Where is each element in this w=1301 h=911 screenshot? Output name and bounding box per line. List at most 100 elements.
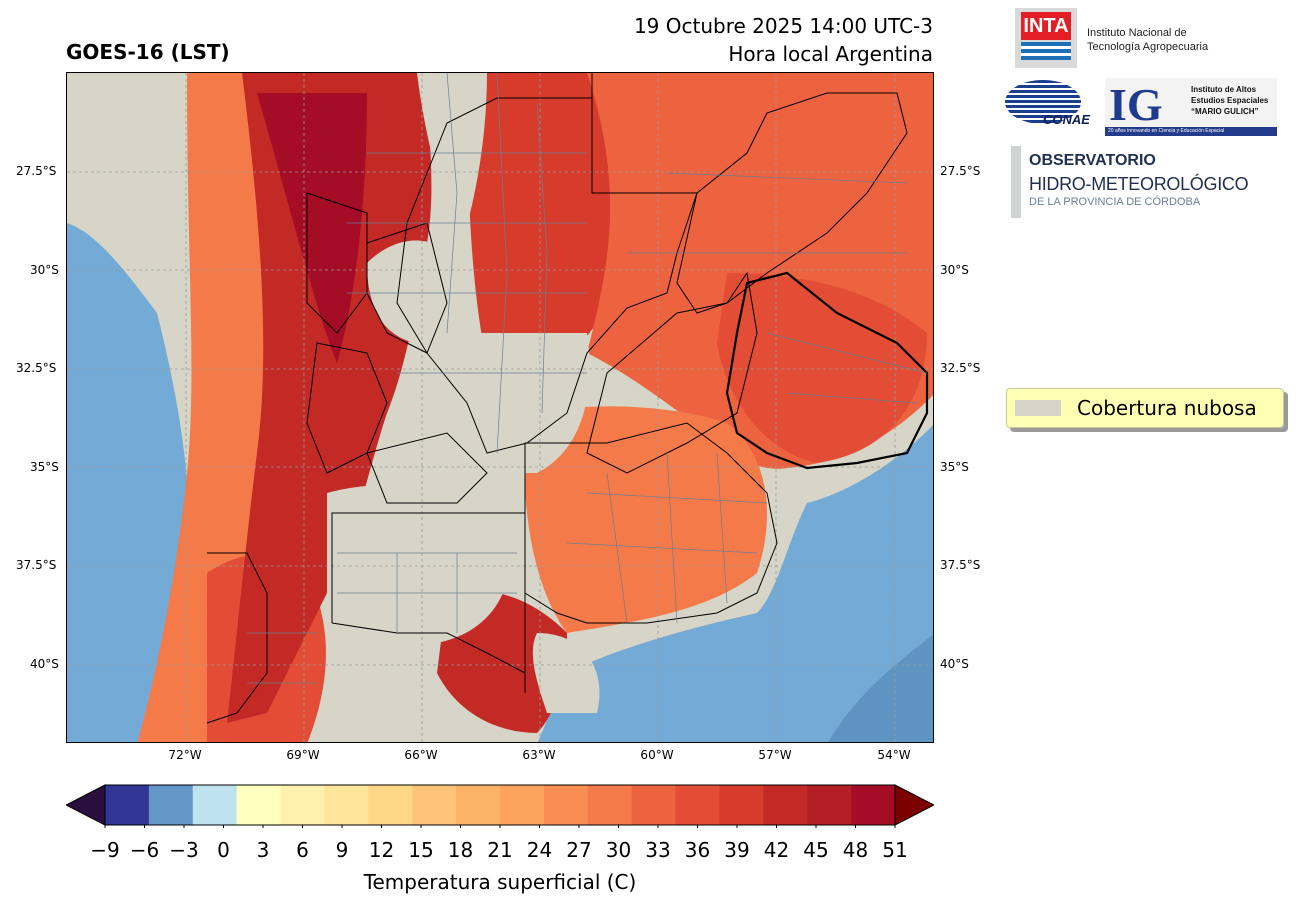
- ig-line: “MARIO GULICH”: [1191, 107, 1259, 116]
- colorbar-bin: [105, 785, 150, 825]
- pacific-ocean: [67, 223, 190, 742]
- lat-label: 37.5°S: [16, 558, 57, 572]
- conae-mark: CONAE: [1043, 112, 1090, 127]
- inta-line: Tecnología Agropecuaria: [1087, 41, 1209, 53]
- lon-label: 69°W: [286, 748, 320, 762]
- colorbar-bin: [280, 785, 325, 825]
- pampas-warm-zone: [524, 406, 767, 633]
- colorbar-bin: [587, 785, 633, 825]
- logo-area: INTA Instituto Nacional de Tecnología Ag…: [1005, 0, 1301, 230]
- colorbar-tick-label: 42: [763, 838, 790, 862]
- observatorio-line: OBSERVATORIO: [1029, 152, 1156, 169]
- cloud-patch: [420, 333, 590, 473]
- colorbar-tick-label: 12: [368, 838, 395, 862]
- ig-name: Instituto de Altos Estudios Espaciales “…: [1191, 84, 1268, 117]
- ig-mark: IG: [1109, 79, 1163, 130]
- colorbar-bin: [719, 785, 764, 825]
- colorbar-bin: [675, 785, 720, 825]
- map-title: GOES-16 (LST): [66, 40, 230, 64]
- lat-label: 30°S: [30, 263, 59, 277]
- observatorio-line: DE LA PROVINCIA DE CÓRDOBA: [1029, 196, 1201, 208]
- uruguay-warm-zone: [717, 273, 927, 463]
- colorbar-tick-label: 15: [408, 838, 434, 862]
- colorbar-under-arrow: [64, 784, 106, 826]
- colorbar-bin: [807, 785, 852, 825]
- lon-label: 57°W: [758, 748, 792, 762]
- cloud-legend: Cobertura nubosa: [1006, 388, 1284, 428]
- inta-logo: INTA: [1015, 8, 1077, 68]
- west-hot-belt: [227, 73, 432, 723]
- cloud-patch: [367, 240, 460, 343]
- colorbar-tick-label: 9: [335, 838, 349, 862]
- cloud-swatch: [1015, 400, 1061, 416]
- lon-label: 63°W: [522, 748, 556, 762]
- lon-label: 72°W: [168, 748, 202, 762]
- lat-label: 30°S: [940, 263, 969, 277]
- conae-globe-icon: [1005, 80, 1081, 124]
- lon-label: 54°W: [877, 748, 911, 762]
- colorbar-over-arrow: [894, 784, 936, 826]
- timezone-line: Hora local Argentina: [728, 42, 933, 66]
- colorbar-tick-label: 24: [526, 838, 553, 862]
- colorbar-tick-label: −9: [90, 838, 120, 862]
- temperature-map: [66, 72, 934, 743]
- conae-logo: CONAE: [1005, 80, 1090, 128]
- colorbar-tick-label: −6: [129, 838, 160, 862]
- lat-label: 40°S: [30, 657, 59, 671]
- atlantic-ocean: [537, 425, 933, 742]
- cloud-patch: [417, 73, 487, 243]
- colorbar-bin: [324, 785, 369, 825]
- colorbar-tick-label: 0: [217, 838, 230, 862]
- cloud-patch: [327, 485, 509, 646]
- uruguay-border: [725, 271, 929, 470]
- map-canvas: [67, 73, 933, 742]
- colorbar-tick-label: 18: [447, 838, 474, 862]
- graticule: [67, 73, 933, 742]
- lon-label: 66°W: [404, 748, 438, 762]
- colorbar-tick-label: 27: [566, 838, 592, 862]
- inta-line: Instituto Nacional de: [1087, 27, 1187, 39]
- ig-logo: IG Instituto de Altos Estudios Espaciale…: [1105, 78, 1277, 136]
- lon-label: 60°W: [640, 748, 674, 762]
- observatorio-bar-icon: [1011, 146, 1021, 218]
- lat-label: 27.5°S: [940, 164, 981, 178]
- deep-ocean: [828, 634, 933, 742]
- colorbar-tick-label: 33: [645, 838, 671, 862]
- inta-name: Instituto Nacional de Tecnología Agropec…: [1087, 26, 1208, 54]
- colorbar-bin: [851, 785, 896, 825]
- colorbar-tick-label: 3: [256, 838, 270, 862]
- colorbar-tick-label: 39: [724, 838, 750, 862]
- department-borders: [247, 73, 928, 684]
- lat-label: 37.5°S: [940, 558, 981, 572]
- lat-label: 27.5°S: [16, 164, 57, 178]
- lat-label: 32.5°S: [16, 361, 57, 375]
- colorbar: [64, 784, 936, 829]
- colorbar-tick-label: 45: [803, 838, 829, 862]
- colorbar-bin: [236, 785, 282, 825]
- lat-label: 35°S: [940, 460, 969, 474]
- colorbar-tick-label: 30: [605, 838, 632, 862]
- colorbar-bin: [631, 785, 677, 825]
- colorbar-tick-label: −3: [169, 838, 199, 862]
- observatorio-line: HIDRO-METEOROLÓGICO: [1029, 174, 1249, 194]
- cloud-legend-label: Cobertura nubosa: [1077, 396, 1257, 420]
- colorbar-canvas: [64, 784, 936, 829]
- map-timestamp: 19 Octubre 2025 14:00 UTC-3 Hora local A…: [634, 12, 933, 68]
- west-hottest-zone: [257, 93, 367, 363]
- timestamp-line: 19 Octubre 2025 14:00 UTC-3: [633, 14, 933, 38]
- colorbar-title: Temperatura superficial (C): [363, 870, 637, 894]
- colorbar-tick-label: 36: [684, 838, 711, 862]
- ig-line: Estudios Espaciales: [1191, 96, 1269, 105]
- colorbar-bin: [148, 785, 194, 825]
- colorbar-bin: [456, 785, 501, 825]
- lat-label: 40°S: [940, 657, 969, 671]
- colorbar-tick-label: 51: [882, 838, 908, 862]
- cloud-patch: [532, 633, 600, 713]
- lat-label: 32.5°S: [940, 361, 981, 375]
- lat-label: 35°S: [30, 460, 59, 474]
- colorbar-bin: [763, 785, 808, 825]
- inta-stripes-icon: [1021, 42, 1071, 60]
- colorbar-bin: [368, 785, 413, 825]
- colorbar-bin: [500, 785, 545, 825]
- colorbar-tick-label: 6: [296, 838, 309, 862]
